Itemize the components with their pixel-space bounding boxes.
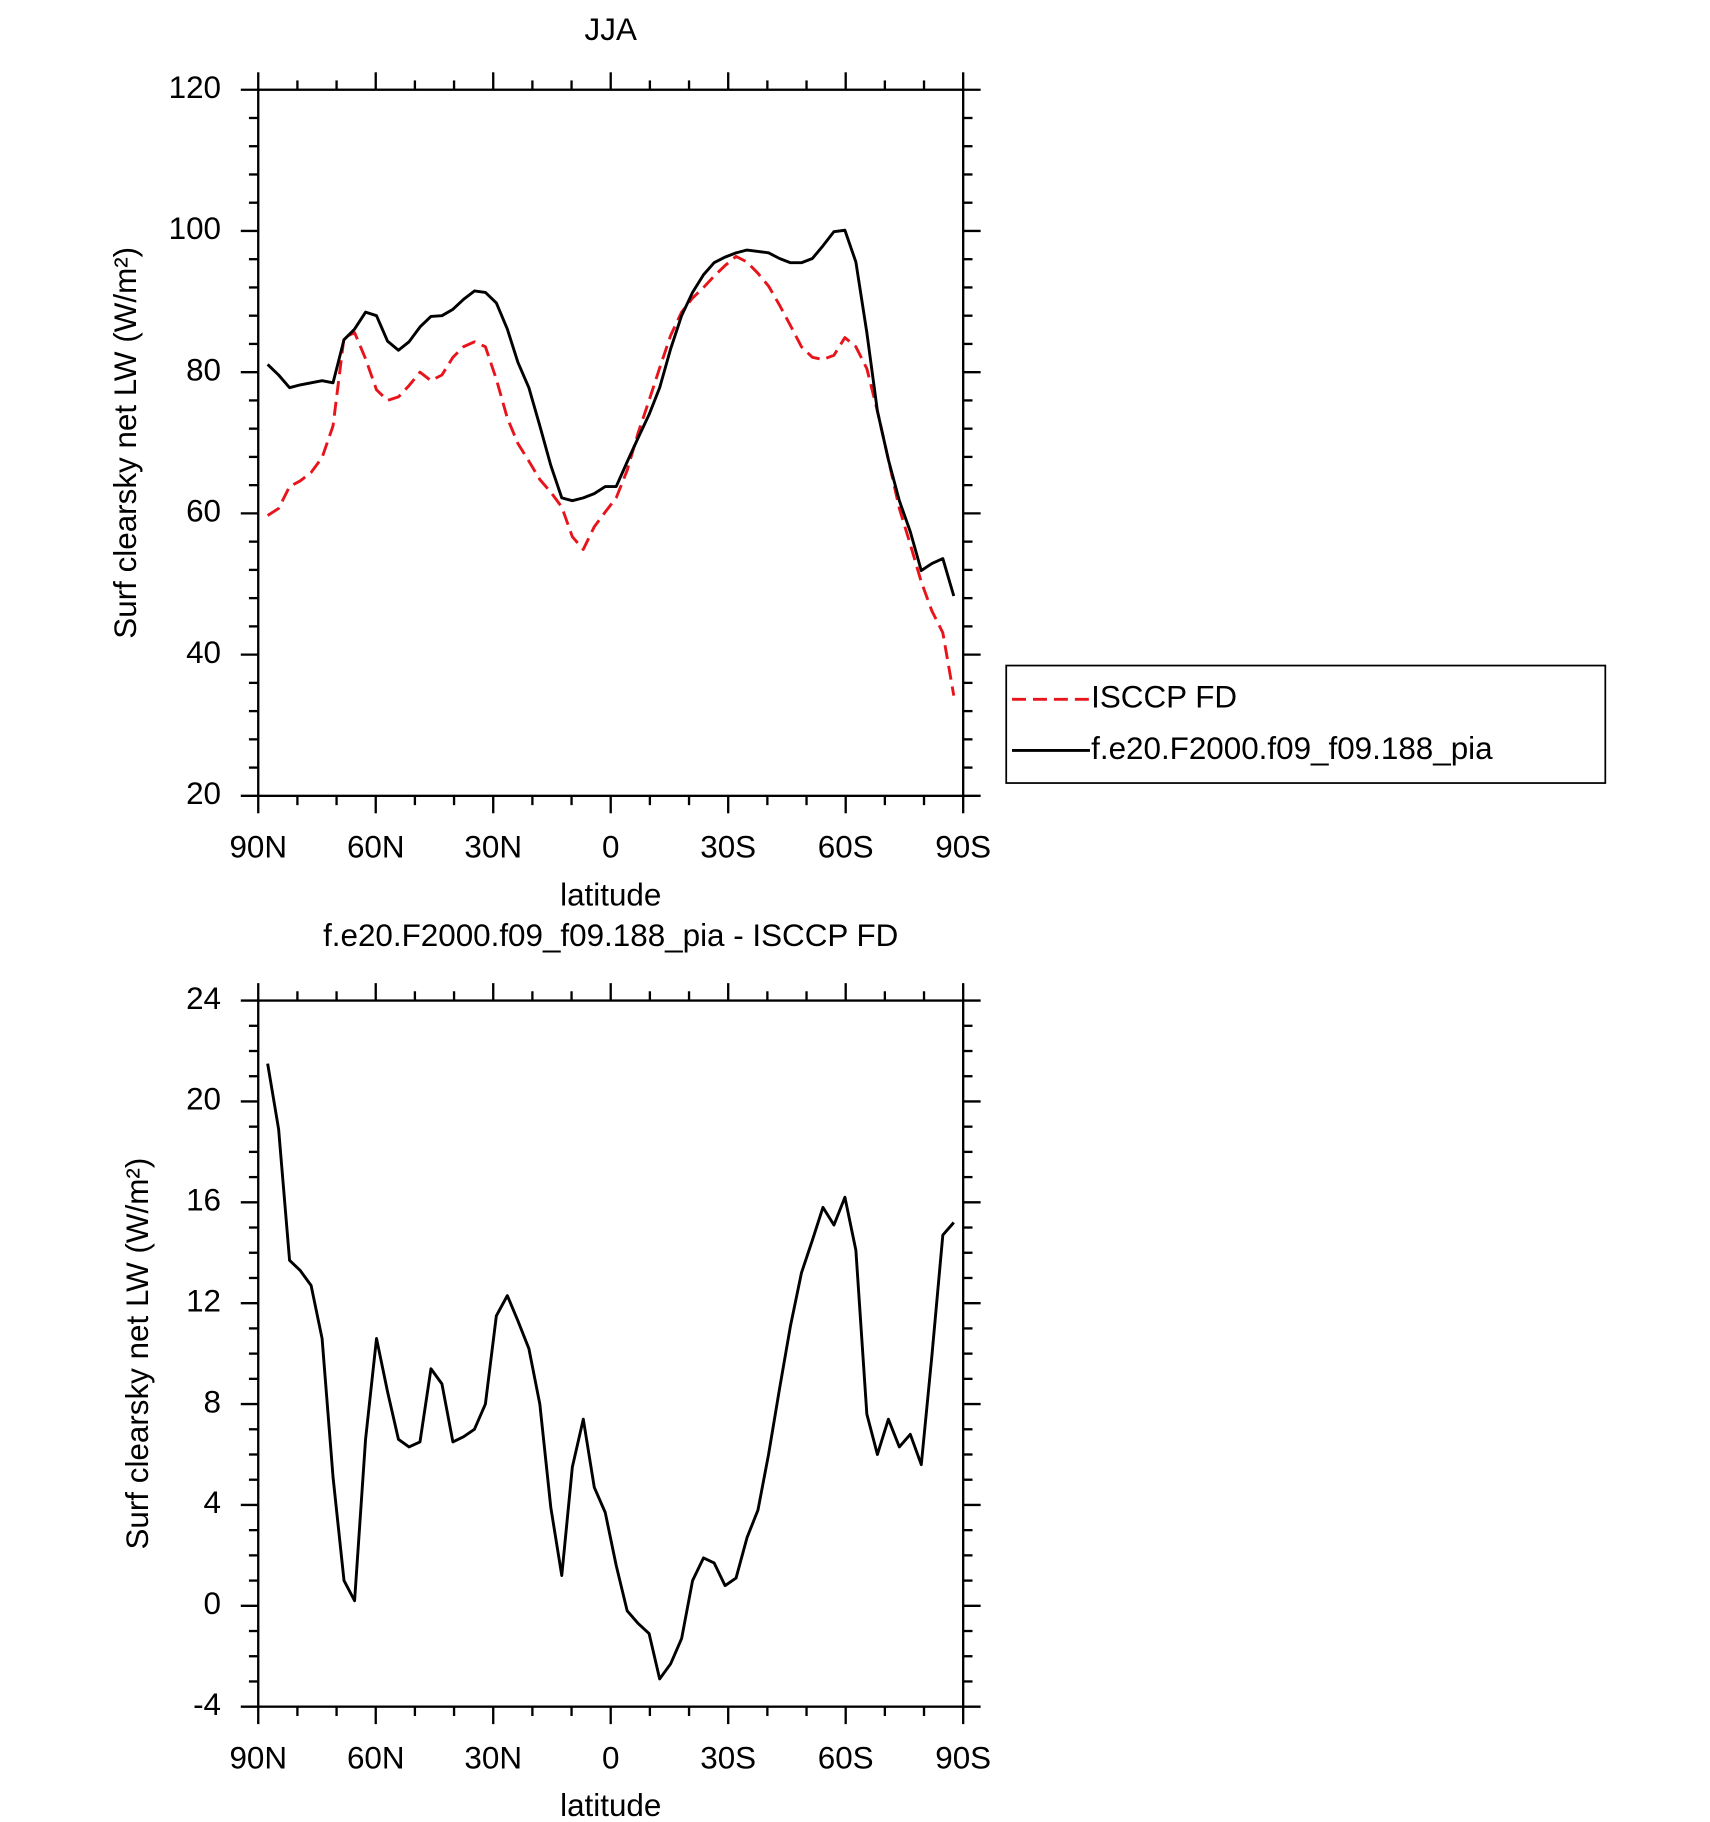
plot-frame — [257, 999, 965, 1708]
y-axis-label: Surf clearsky net LW (W/m²) — [108, 247, 143, 639]
y-tick-label: 60 — [186, 494, 221, 529]
x-tick-label: 30S — [700, 830, 756, 865]
y-tick-label: 8 — [204, 1384, 221, 1419]
plot-frame — [257, 88, 965, 797]
data-line — [266, 1063, 955, 1681]
y-tick-label: 120 — [169, 70, 221, 105]
x-tick-label: 90S — [935, 1740, 991, 1775]
y-tick-label: 0 — [204, 1586, 221, 1621]
data-line — [266, 228, 956, 597]
y-tick-label: 20 — [186, 776, 221, 811]
chart-title: JJA — [585, 12, 637, 47]
x-axis-label: latitude — [560, 1788, 661, 1822]
y-tick-label: 100 — [169, 211, 221, 246]
y-tick-label: -4 — [193, 1687, 221, 1722]
x-tick-label: 0 — [602, 830, 619, 865]
y-tick-label: 20 — [186, 1082, 221, 1117]
y-tick-label: 80 — [186, 352, 221, 387]
chart-title: f.e20.F2000.f09_f09.188_pia - ISCCP FD — [323, 918, 898, 953]
x-tick-label: 60S — [818, 830, 874, 865]
x-axis-label: latitude — [560, 877, 661, 912]
y-tick-label: 4 — [204, 1485, 221, 1520]
x-tick-label: 60S — [818, 1740, 874, 1775]
x-tick-label: 30S — [700, 1740, 756, 1775]
data-line — [266, 254, 956, 696]
y-tick-label: 12 — [186, 1283, 221, 1318]
legend-label: f.e20.F2000.f09_f09.188_pia — [1091, 731, 1493, 766]
x-tick-label: 90N — [229, 830, 287, 865]
x-tick-label: 90N — [229, 1740, 287, 1775]
x-tick-label: 30N — [464, 1740, 522, 1775]
y-axis-label: Surf clearsky net LW (W/m²) — [120, 1158, 155, 1550]
x-tick-label: 90S — [935, 830, 991, 865]
y-tick-label: 24 — [186, 981, 221, 1016]
x-tick-label: 60N — [347, 1740, 405, 1775]
x-tick-label: 0 — [602, 1740, 619, 1775]
legend-box — [1005, 664, 1607, 784]
x-tick-label: 60N — [347, 830, 405, 865]
legend-label: ISCCP FD — [1091, 680, 1237, 715]
y-tick-label: 16 — [186, 1183, 221, 1218]
x-tick-label: 30N — [464, 830, 522, 865]
y-tick-label: 40 — [186, 635, 221, 670]
